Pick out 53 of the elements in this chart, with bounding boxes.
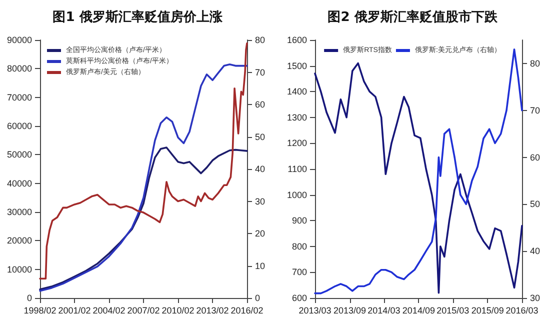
x-tick-label: 2013/02	[196, 306, 229, 316]
y-tick-label: 60000	[6, 121, 32, 131]
y2-tick-label: 10	[255, 260, 266, 271]
y-tick-label: 1500	[286, 60, 307, 71]
x-tick-label: 2010/02	[162, 306, 194, 316]
y-tick-label: 1100	[288, 164, 307, 174]
y-tick-label: 50000	[6, 150, 32, 160]
y2-tick-label: 60	[530, 152, 540, 162]
y-tick-label: 900	[292, 216, 307, 226]
y-tick-label: 1300	[286, 112, 307, 122]
y2-tick-label: 0	[255, 293, 260, 303]
y2-tick-label: 50	[530, 199, 540, 210]
y-tick-label: 1000	[286, 190, 307, 200]
y-tick-label: 20000	[6, 236, 32, 246]
y2-tick-label: 20	[255, 228, 266, 238]
y2-tick-label: 40	[530, 246, 540, 256]
y-tick-label: 90000	[6, 35, 32, 45]
x-tick-label: 2013/03	[298, 306, 332, 316]
x-tick-label: 1998/02	[24, 306, 56, 316]
y2-tick-label: 50	[255, 132, 266, 142]
x-tick-label: 2004/02	[92, 306, 126, 316]
y-tick-label: 0	[26, 293, 32, 303]
x-tick-label: 2007/02	[127, 306, 160, 316]
x-tick-label: 2015/03	[436, 306, 470, 316]
y2-tick-label: 80	[530, 58, 540, 68]
x-tick-label: 2014/03	[368, 306, 400, 316]
y2-tick-label: 70	[255, 67, 266, 78]
y-tick-label: 10000	[6, 264, 32, 274]
y2-tick-label: 40	[255, 164, 266, 174]
x-tick-label: 2013/09	[333, 306, 366, 316]
chart-title: 图2 俄罗斯汇率贬值股市下跌	[328, 9, 498, 25]
line-series	[39, 146, 248, 290]
y2-tick-label: 80	[255, 35, 266, 45]
y2-tick-label: 70	[530, 105, 540, 116]
x-tick-label: 2016/02	[230, 306, 264, 316]
x-tick-label: 2001/02	[58, 306, 91, 316]
y-tick-label: 1200	[286, 138, 307, 148]
y-tick-label: 800	[292, 241, 307, 252]
y-tick-label: 1600	[286, 35, 307, 45]
y-tick-label: 600	[292, 293, 307, 303]
y-tick-label: 30000	[6, 207, 32, 217]
y-tick-label: 40000	[6, 178, 32, 188]
y-tick-label: 70000	[6, 92, 32, 102]
y2-tick-label: 60	[255, 100, 266, 110]
x-tick-label: 2014/09	[402, 306, 435, 316]
y2-tick-label: 30	[255, 196, 266, 206]
y-tick-label: 700	[292, 267, 307, 278]
x-tick-label: 2016/03	[506, 306, 538, 316]
y-tick-label: 1400	[286, 86, 307, 97]
y2-tick-label: 30	[530, 293, 540, 303]
chart-title: 图1 俄罗斯汇率贬值房价上涨	[52, 9, 224, 25]
x-tick-label: 2015/09	[471, 306, 504, 316]
y-tick-label: 80000	[6, 64, 32, 74]
